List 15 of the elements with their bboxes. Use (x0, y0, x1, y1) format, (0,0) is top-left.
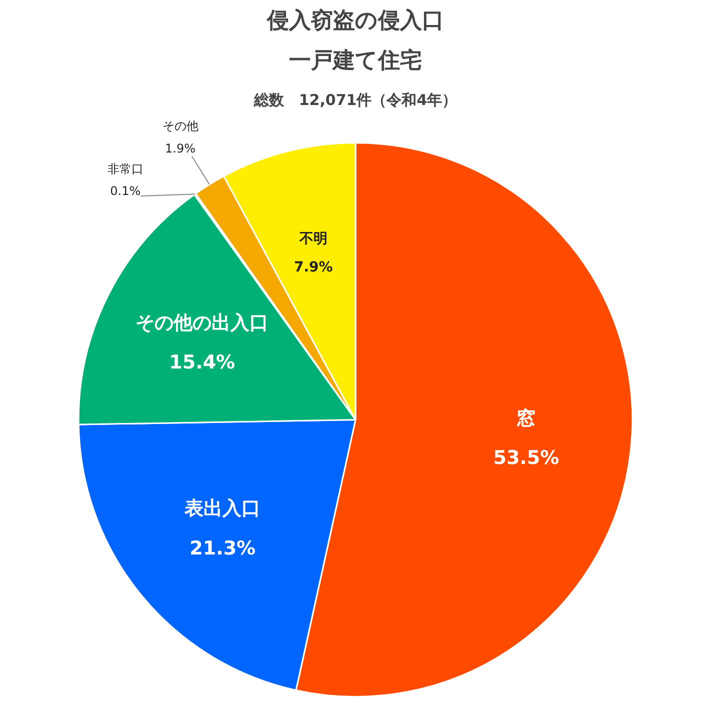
data-label: 1.9% (165, 142, 196, 156)
slice-label: 非常口 (107, 162, 144, 176)
data-label: 0.1% (110, 184, 141, 198)
chart-title: 侵入窃盗の侵入口 (266, 7, 444, 34)
text: 総数 12,071件（令和4年） (252, 90, 458, 109)
data-label: 7.9% (294, 260, 333, 276)
data-label: 15.4% (169, 351, 236, 374)
slice-label: その他 (162, 119, 198, 134)
data-label: 21.3% (190, 537, 256, 560)
slice-label: その他の出入口 (136, 312, 269, 334)
chart-subtitle: 一戸建て住宅 (289, 48, 422, 74)
slice-label: 表出入口 (184, 498, 261, 520)
data-label: 53.5% (493, 447, 560, 470)
slice-label: 窓 (516, 407, 536, 430)
slice-label: 不明 (298, 230, 328, 247)
